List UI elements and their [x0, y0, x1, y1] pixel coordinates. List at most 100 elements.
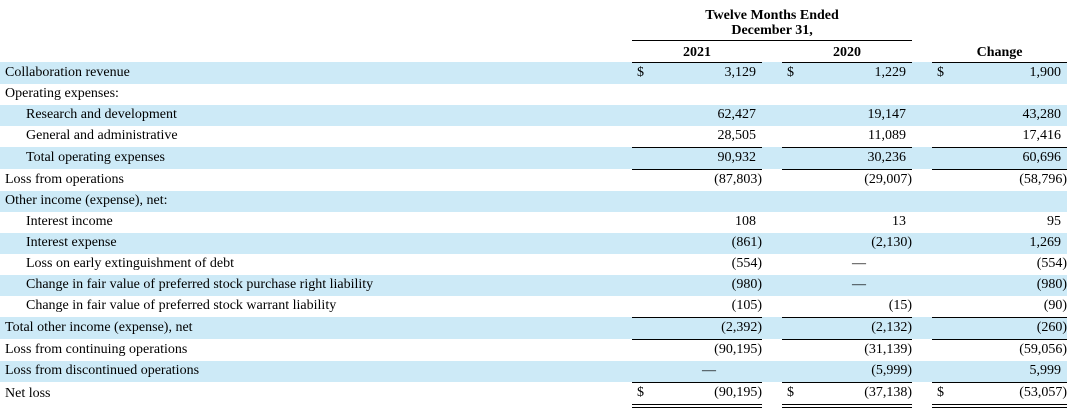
column-gap	[762, 317, 782, 339]
table-row: Interest income 108 13 95	[0, 212, 1067, 233]
value-2021	[656, 84, 762, 105]
value-change: 1,900	[956, 62, 1068, 84]
column-header-2021: 2021	[632, 40, 762, 63]
value-2020: (5,999)	[806, 360, 913, 383]
negative-value: (15)	[888, 298, 913, 313]
column-gap	[912, 169, 932, 191]
negative-value: (554)	[1036, 256, 1068, 271]
value-2021: 3,129	[656, 62, 762, 84]
dollar-sign-2021	[632, 125, 656, 148]
column-gap	[762, 382, 782, 406]
value-2020	[806, 190, 913, 212]
table-row: Loss on early extinguishment of debt (554…	[0, 254, 1067, 275]
negative-value: (105)	[731, 298, 762, 313]
column-gap	[912, 254, 932, 275]
negative-value: (90,195)	[714, 342, 762, 357]
value-2021: (90,195)	[656, 382, 762, 408]
value-2020: 1,229	[806, 62, 913, 84]
value-2020: 11,089	[806, 125, 913, 148]
value-change: 43,280	[956, 104, 1068, 126]
negative-value: (87,803)	[714, 172, 762, 187]
negative-value: (29,007)	[864, 172, 913, 187]
dollar-sign-2021	[632, 360, 656, 383]
value-change: (260)	[956, 317, 1068, 340]
column-gap	[762, 84, 782, 105]
value-2020: (2,130)	[806, 232, 913, 254]
row-label: Collaboration revenue	[0, 62, 632, 84]
dollar-sign-2020	[782, 274, 806, 296]
row-label: Net loss	[5, 385, 51, 401]
dollar-sign-2021	[632, 274, 656, 296]
dollar-sign-change	[932, 84, 956, 105]
dollar-sign-change	[932, 360, 957, 383]
period-header: Twelve Months Ended December 31,	[632, 0, 913, 41]
negative-value: (980)	[1036, 277, 1068, 292]
dollar-sign-change	[932, 317, 957, 340]
dollar-sign-2021: $	[632, 382, 656, 408]
value-2020: (31,139)	[806, 339, 912, 361]
value-change: (980)	[956, 274, 1068, 296]
negative-value: (861)	[731, 235, 762, 250]
column-gap	[912, 212, 932, 233]
dollar-sign-2021	[632, 190, 656, 212]
period-header-line1: Twelve Months Ended	[705, 8, 839, 23]
value-change: (53,057)	[956, 382, 1068, 408]
table-row: Interest expense (861) (2,130) 1,269	[0, 232, 1068, 254]
dollar-sign-2021	[632, 295, 656, 318]
negative-value: (58,796)	[1019, 172, 1068, 187]
value-change: 1,269	[956, 232, 1068, 254]
dollar-sign-2020	[782, 147, 806, 170]
column-gap	[762, 212, 782, 233]
header-spacer	[912, 0, 932, 41]
header-spacer	[932, 0, 1067, 41]
negative-value: (260)	[1036, 320, 1068, 335]
dollar-sign-change	[932, 212, 956, 233]
column-gap	[912, 126, 932, 148]
column-gap	[762, 147, 782, 169]
table-row: Change in fair value of preferred stock …	[0, 274, 1068, 296]
row-label: General and administrative	[26, 128, 178, 144]
value-2020: 13	[892, 214, 907, 229]
dollar-sign-2020	[782, 254, 806, 275]
dollar-sign-2020	[782, 125, 806, 148]
column-gap	[762, 190, 782, 212]
dollar-sign-2020	[782, 232, 806, 254]
row-label: Interest income	[26, 214, 113, 229]
value-2021: 28,505	[656, 125, 762, 148]
value-change: (90)	[956, 295, 1068, 318]
negative-value: (53,057)	[1019, 385, 1068, 400]
column-gap	[912, 296, 932, 318]
dollar-sign-2021	[632, 232, 656, 254]
period-header-line2: December 31,	[731, 23, 813, 38]
column-gap	[762, 254, 782, 275]
value-change: (59,056)	[956, 339, 1067, 361]
dollar-sign-2020	[782, 104, 806, 126]
column-gap	[912, 104, 933, 126]
dollar-sign-2020: $	[782, 62, 806, 84]
dollar-sign-change: $	[932, 382, 957, 408]
value-2021: (90,195)	[656, 339, 762, 361]
column-gap	[912, 339, 932, 361]
dollar-sign-2021	[632, 147, 656, 170]
negative-value: (2,392)	[721, 320, 762, 335]
table-row: Operating expenses:	[0, 84, 1067, 105]
dollar-sign-2020: $	[782, 382, 806, 408]
column-gap	[762, 104, 782, 126]
header-spacer	[0, 41, 632, 63]
column-gap	[912, 382, 932, 406]
value-change: (554)	[956, 254, 1067, 275]
period-header-row: Twelve Months Ended December 31,	[0, 0, 1067, 41]
row-label: Total operating expenses	[0, 147, 632, 169]
row-label: Total other income (expense), net	[0, 317, 632, 339]
column-gap	[762, 62, 782, 84]
negative-value: (554)	[731, 256, 762, 271]
value-2021: —	[656, 360, 762, 383]
table-row: General and administrative 28,505 11,089 17…	[0, 125, 1068, 148]
value-2020	[806, 84, 912, 105]
dollar-sign-change	[932, 274, 957, 296]
dollar-sign-2021	[632, 317, 656, 340]
negative-value: (59,056)	[1019, 342, 1068, 357]
dollar-sign-change	[932, 104, 957, 126]
negative-value: (5,999)	[871, 363, 913, 378]
value-2020: —	[852, 256, 867, 271]
